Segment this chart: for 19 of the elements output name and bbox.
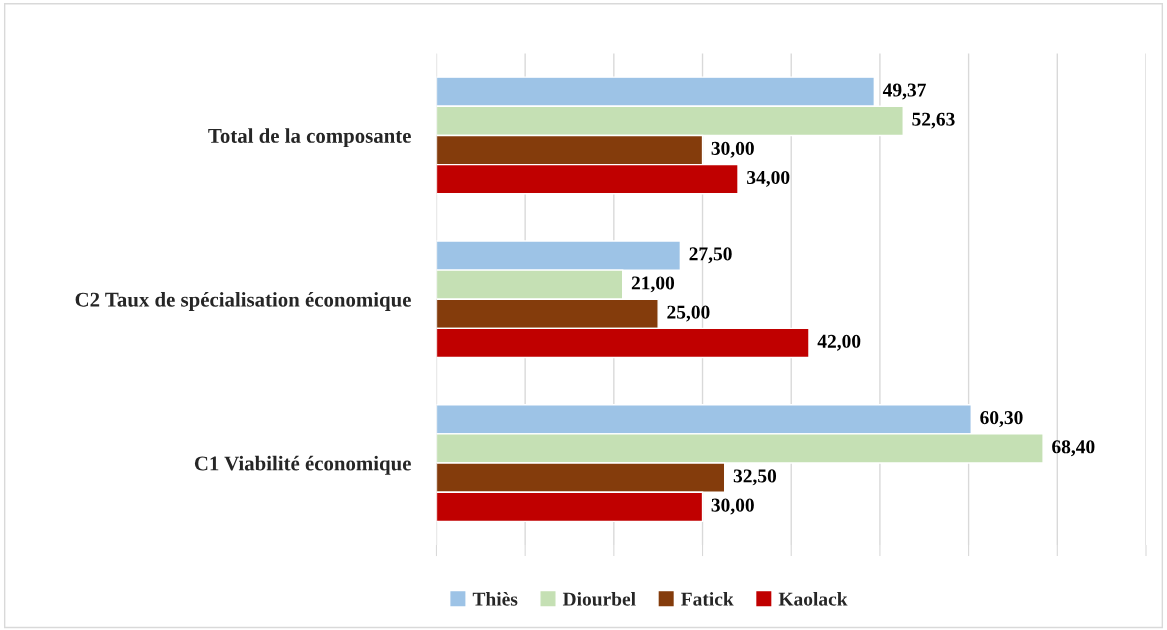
- data-label: 68,40: [1052, 440, 1095, 457]
- legend-label: Thiès: [472, 592, 518, 606]
- data-label: 21,00: [631, 276, 675, 293]
- data-label: 49,37: [882, 83, 926, 100]
- data-label: 34,00: [747, 170, 790, 187]
- legend-label: Diourbel: [562, 592, 636, 606]
- y-tick-label: Total de la composante: [208, 128, 411, 148]
- data-label: 30,00: [711, 498, 754, 515]
- data-label: 25,00: [667, 305, 710, 322]
- data-label: 27,50: [689, 247, 732, 264]
- legend-label: Kaolack: [778, 592, 848, 606]
- y-tick-label: C2 Taux de spécialisation économique: [75, 292, 411, 311]
- data-label: 30,00: [711, 141, 754, 158]
- data-label: 32,50: [733, 469, 777, 486]
- y-tick-label: C1 Viabilité économique: [194, 455, 411, 475]
- legend-label: Fatick: [681, 592, 734, 606]
- data-label: 52,63: [912, 112, 955, 129]
- data-label: 42,00: [817, 334, 861, 351]
- data-label: 60,30: [980, 411, 1023, 427]
